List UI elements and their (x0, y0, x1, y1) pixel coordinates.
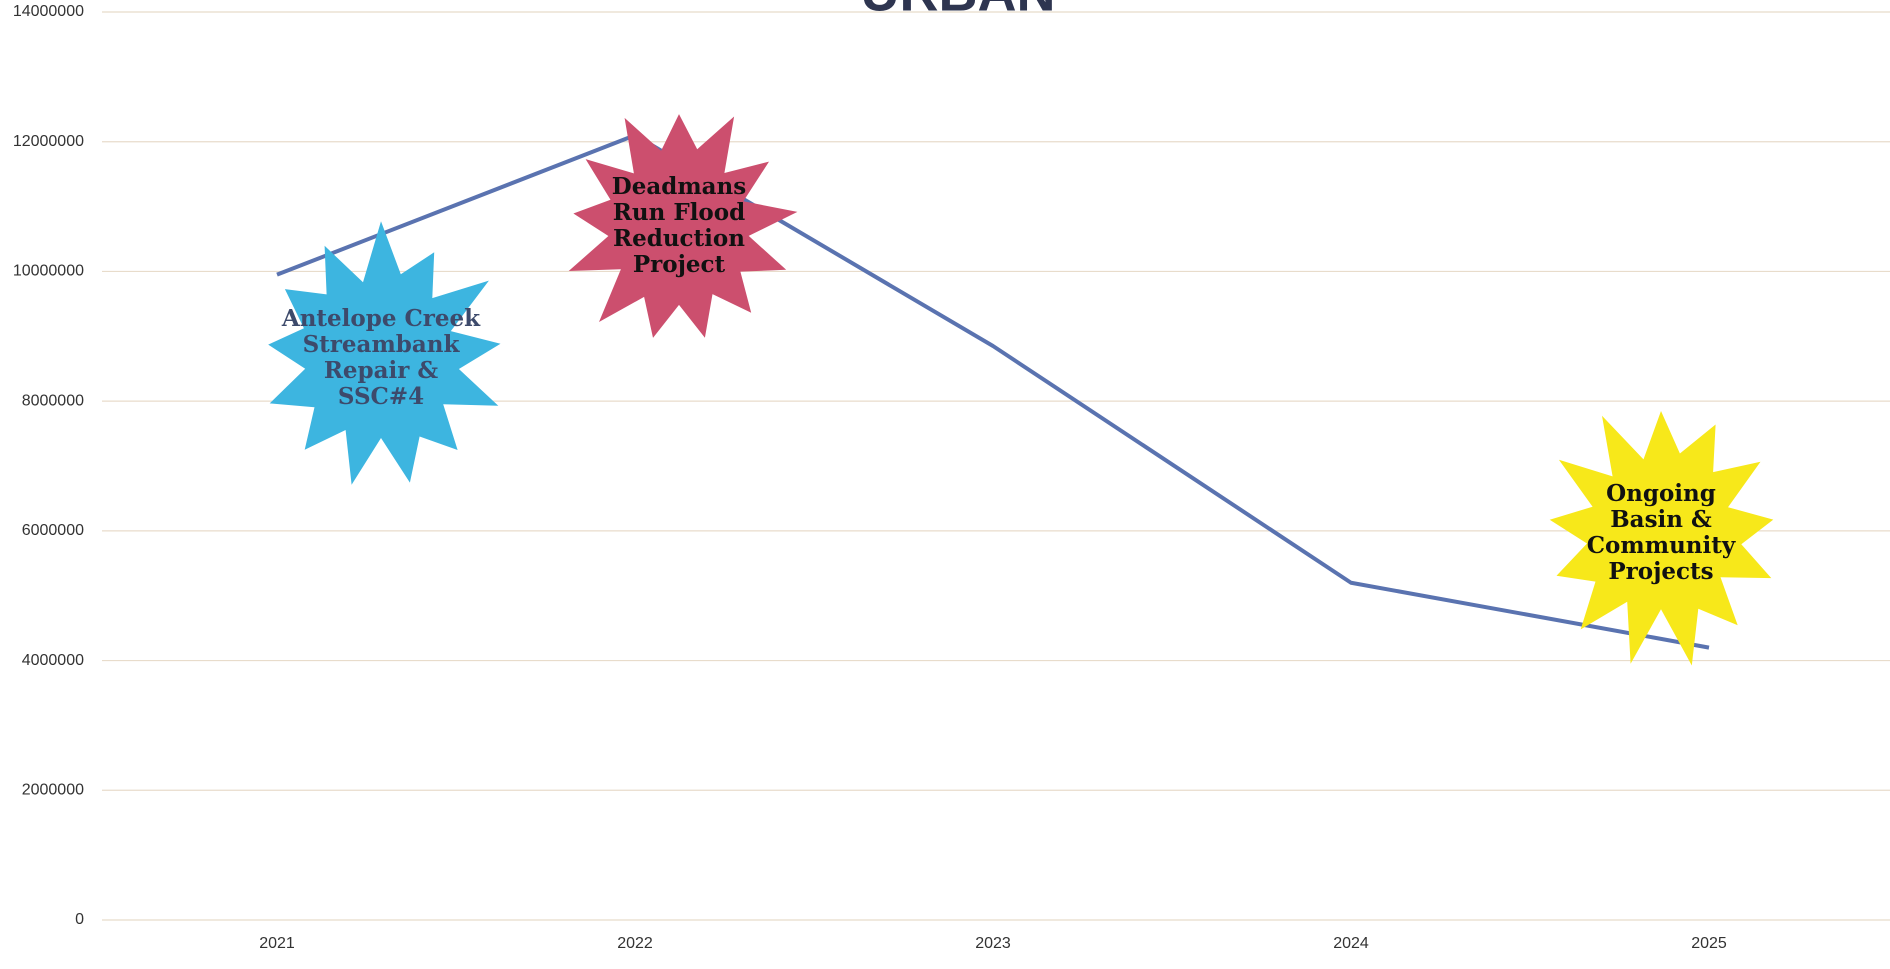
data-line (276, 133, 1710, 650)
x-tick-label: 2023 (975, 935, 1011, 952)
y-tick-label: 14000000 (13, 3, 84, 20)
annotation-text: Basin & (1610, 506, 1712, 533)
y-tick-label: 6000000 (22, 522, 84, 539)
annotation-text: Repair & (324, 357, 439, 384)
x-tick-label: 2022 (617, 935, 653, 952)
annotation-text: Antelope Creek (281, 305, 481, 332)
annotation-text: Reduction (613, 225, 745, 252)
annotation-text: Run Flood (613, 199, 745, 226)
annotation-text: Community (1587, 532, 1736, 559)
y-tick-label: 0 (75, 911, 84, 928)
x-tick-label: 2025 (1691, 935, 1727, 952)
annotation-text: Deadmans (612, 173, 746, 200)
annotation-text: Projects (1608, 558, 1713, 585)
starburst (568, 114, 798, 338)
annotation-text: Streambank (303, 331, 461, 358)
y-tick-label: 10000000 (13, 263, 84, 280)
y-tick-label: 12000000 (13, 133, 84, 150)
starburst (1549, 411, 1774, 666)
y-tick-label: 4000000 (22, 652, 84, 669)
y-tick-label: 2000000 (22, 782, 84, 799)
annotation-text: SSC#4 (338, 383, 424, 410)
x-tick-label: 2021 (259, 935, 295, 952)
y-tick-label: 8000000 (22, 392, 84, 409)
starburst (268, 221, 501, 485)
annotation-text: Project (633, 251, 726, 278)
annotation-text: Ongoing (1606, 480, 1716, 507)
chart-title: URBAN (861, 0, 1056, 22)
x-tick-label: 2024 (1333, 935, 1369, 952)
